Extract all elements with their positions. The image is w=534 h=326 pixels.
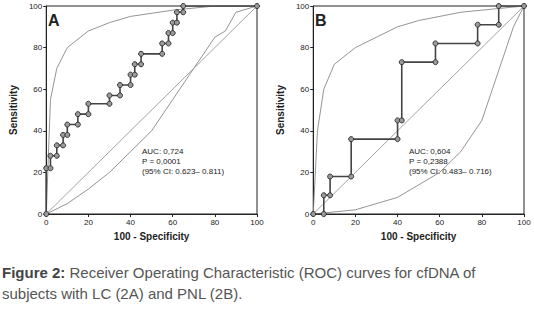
svg-text:20: 20 — [84, 218, 93, 227]
svg-text:60: 60 — [33, 85, 42, 94]
svg-text:80: 80 — [210, 218, 219, 227]
svg-text:80: 80 — [33, 43, 42, 52]
svg-text:60: 60 — [435, 218, 444, 227]
svg-text:100: 100 — [250, 218, 264, 227]
svg-text:Sensitivity: Sensitivity — [275, 85, 286, 135]
svg-text:40: 40 — [393, 218, 402, 227]
svg-text:40: 40 — [300, 126, 309, 135]
svg-text:20: 20 — [351, 218, 360, 227]
svg-text:80: 80 — [477, 218, 486, 227]
svg-text:0: 0 — [38, 210, 43, 219]
svg-text:0: 0 — [311, 218, 316, 227]
svg-text:A: A — [48, 12, 60, 29]
svg-text:100 - Specificity: 100 - Specificity — [114, 231, 190, 242]
svg-text:P = 0,0001: P = 0,0001 — [142, 157, 181, 166]
svg-text:20: 20 — [300, 168, 309, 177]
svg-text:100 - Specificity: 100 - Specificity — [381, 231, 457, 242]
svg-text:100: 100 — [29, 2, 43, 11]
svg-text:100: 100 — [517, 218, 531, 227]
svg-text:80: 80 — [300, 43, 309, 52]
svg-text:AUC: 0,604: AUC: 0,604 — [409, 147, 451, 156]
svg-text:60: 60 — [300, 85, 309, 94]
svg-text:(95% CI: 0.483– 0.716): (95% CI: 0.483– 0.716) — [409, 167, 492, 176]
svg-text:(95% CI: 0.623– 0.811): (95% CI: 0.623– 0.811) — [142, 167, 224, 176]
svg-text:100: 100 — [296, 2, 310, 11]
svg-text:AUC: 0,724: AUC: 0,724 — [142, 147, 184, 156]
html-text:Figure 2: Receiver Operating C: Figure 2: Receiver Operating Characteris… — [2, 264, 476, 302]
svg-text:0: 0 — [44, 218, 49, 227]
svg-text:0: 0 — [305, 210, 310, 219]
svg-text:40: 40 — [126, 218, 135, 227]
svg-text:P = 0,2388: P = 0,2388 — [409, 157, 448, 166]
svg-text:60: 60 — [168, 218, 177, 227]
svg-text:20: 20 — [33, 168, 42, 177]
svg-text:Sensitivity: Sensitivity — [8, 85, 19, 135]
svg-text:B: B — [315, 12, 327, 29]
svg-text:40: 40 — [33, 126, 42, 135]
